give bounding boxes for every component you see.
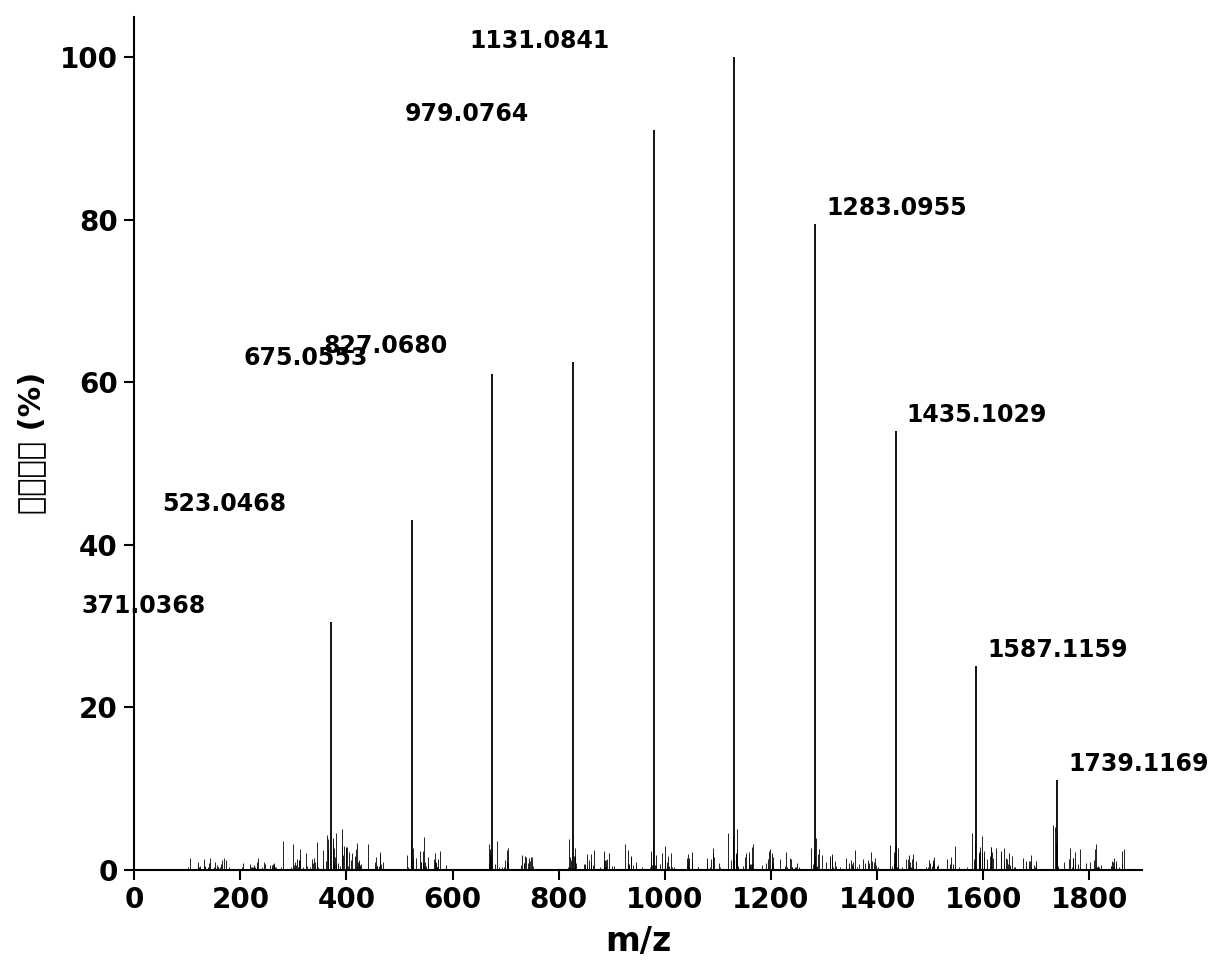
Text: 523.0468: 523.0468 <box>162 492 287 516</box>
Text: 1435.1029: 1435.1029 <box>907 403 1047 427</box>
Text: 1587.1159: 1587.1159 <box>988 639 1128 662</box>
Text: 1739.1169: 1739.1169 <box>1068 752 1209 776</box>
Text: 827.0680: 827.0680 <box>323 333 448 358</box>
X-axis label: m/z: m/z <box>605 925 672 958</box>
Text: 1131.0841: 1131.0841 <box>469 29 609 53</box>
Text: 675.0553: 675.0553 <box>244 346 368 370</box>
Y-axis label: 相对强度 (%): 相对强度 (%) <box>17 372 46 514</box>
Text: 371.0368: 371.0368 <box>82 594 207 617</box>
Text: 979.0764: 979.0764 <box>405 102 529 126</box>
Text: 1283.0955: 1283.0955 <box>827 196 967 219</box>
